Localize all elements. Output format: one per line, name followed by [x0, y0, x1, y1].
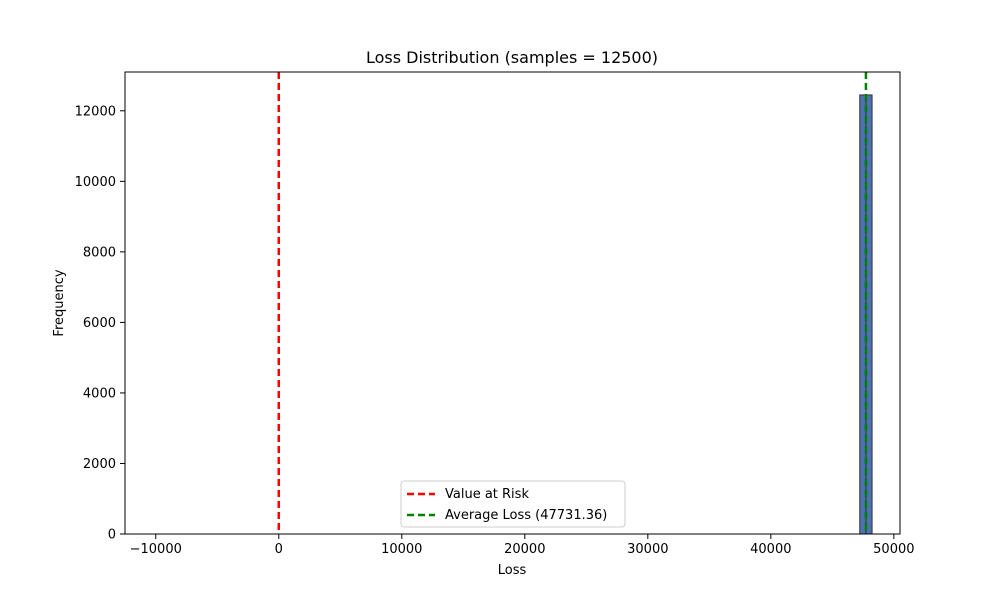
- y-tick-label: 4000: [83, 386, 116, 401]
- y-tick-label: 10000: [75, 175, 116, 190]
- legend: Value at Risk Average Loss (47731.36): [400, 480, 626, 528]
- x-tick-label: 10000: [381, 542, 422, 557]
- legend-box: [400, 480, 626, 528]
- axes-layer: [124, 71, 901, 535]
- x-tick-label: 0: [275, 542, 283, 557]
- y-tick-label: 8000: [83, 245, 116, 260]
- legend-label-average-loss: Average Loss (47731.36): [445, 508, 607, 523]
- x-tick-label: 30000: [627, 542, 668, 557]
- x-tick-label: 20000: [504, 542, 545, 557]
- y-tick-label: 2000: [83, 457, 116, 472]
- y-axis-ticks: 0 2000 4000 6000 8000 10000 12000: [75, 104, 125, 543]
- plot-frame: [124, 71, 901, 535]
- y-tick-label: 0: [108, 528, 116, 543]
- chart-title: Loss Distribution (samples = 12500): [366, 48, 658, 67]
- x-tick-label: −10000: [130, 542, 182, 557]
- y-tick-label: 12000: [75, 104, 116, 119]
- plot-layer: [277, 72, 873, 535]
- legend-label-value-at-risk: Value at Risk: [445, 487, 529, 502]
- x-tick-label: 50000: [873, 542, 914, 557]
- x-tick-label: 40000: [750, 542, 791, 557]
- y-tick-label: 6000: [83, 316, 116, 331]
- x-axis-label: Loss: [498, 563, 527, 578]
- y-axis-label: Frequency: [52, 269, 67, 336]
- x-axis-ticks: −10000 0 10000 20000 30000 40000 50000: [130, 534, 915, 557]
